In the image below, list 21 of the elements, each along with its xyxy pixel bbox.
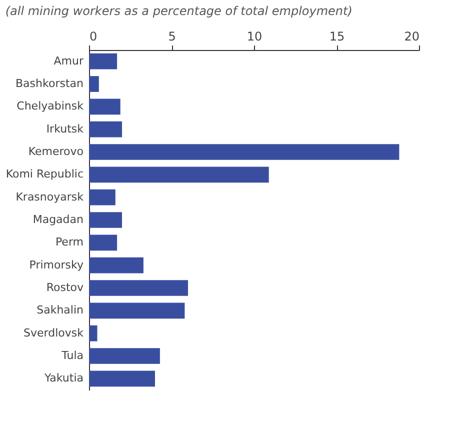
x-tick-label: 10 (246, 30, 262, 44)
y-tick-label: Tula (60, 349, 84, 362)
y-tick-label: Yakutia (43, 372, 84, 385)
chart-title: (all mining workers as a percentage of total employment) (5, 4, 352, 18)
y-tick-label: Perm (55, 236, 84, 249)
y-tick-label: Amur (54, 54, 84, 68)
x-tick-label: 20 (404, 30, 420, 44)
y-tick-label: Komi Republic (6, 168, 84, 181)
y-tick-label: Bashkorstan (16, 77, 84, 90)
y-tick-label: Sverdlovsk (24, 326, 84, 340)
x-tick-label: 5 (168, 30, 176, 44)
x-tick-label: 15 (329, 30, 345, 44)
y-tick-label: Sakhalin (36, 304, 84, 317)
y-tick-label: Chelyabinsk (16, 100, 84, 113)
y-tick-label: Rostov (46, 281, 84, 294)
y-tick-label: Magadan (32, 213, 84, 226)
y-tick-label: Krasnoyarsk (16, 190, 84, 204)
y-tick-label: Irkutsk (46, 122, 84, 136)
y-tick-label: Primorsky (29, 258, 84, 272)
x-tick-label: 0 (90, 30, 98, 44)
y-tick-label: Kemerovo (28, 145, 84, 158)
